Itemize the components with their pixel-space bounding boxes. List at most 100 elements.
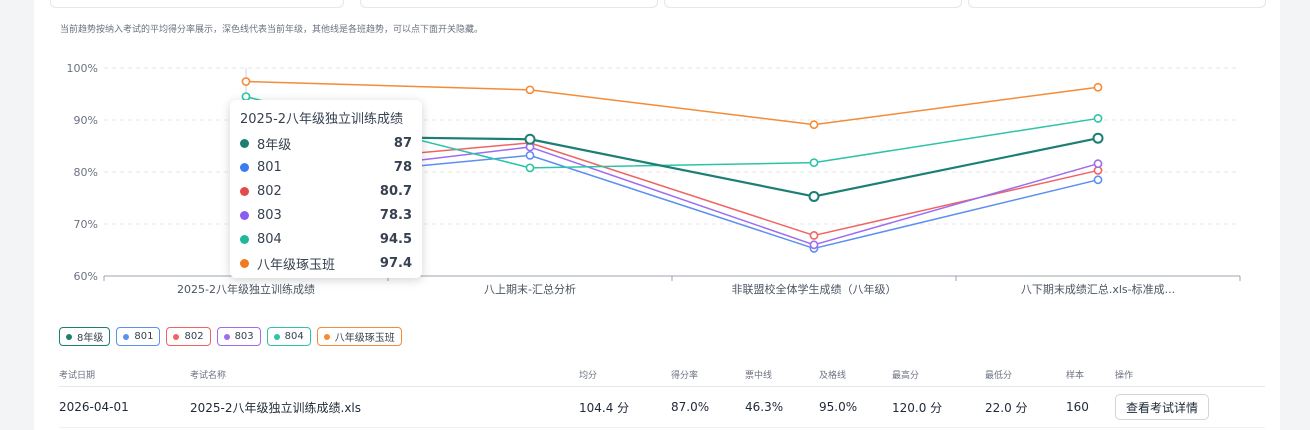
header-pass: 及格线	[819, 370, 847, 381]
legend-dot	[123, 333, 130, 340]
tooltip-series-value: 78	[393, 159, 412, 175]
data-point	[809, 120, 819, 130]
legend-toggle[interactable]: 八年级琢玉班	[316, 327, 402, 346]
stat-card	[968, 0, 1266, 8]
tooltip-series-value: 97.4	[379, 255, 412, 271]
series-line	[245, 80, 1099, 126]
data-point	[525, 150, 535, 160]
tooltip-series-name: 803	[257, 207, 282, 223]
series-color-dot	[240, 162, 249, 172]
y-tick-label: 80%	[74, 166, 98, 179]
series-color-dot	[240, 186, 249, 196]
data-point	[524, 133, 536, 145]
view-exam-detail-button[interactable]: 查看考试详情	[1115, 394, 1210, 420]
y-tick-label: 100%	[67, 62, 98, 75]
stat-card	[50, 0, 344, 8]
legend-label: 801	[134, 331, 154, 342]
data-point	[1093, 82, 1103, 92]
tooltip-series-value: 94.5	[379, 231, 412, 247]
legend-toggle[interactable]: 803	[216, 327, 261, 346]
header-excellent: 票中线	[745, 370, 773, 381]
exam-rate: 87.0%	[671, 400, 710, 414]
series-color-dot	[240, 138, 249, 148]
y-tick-label: 60%	[74, 270, 98, 283]
exam-avg: 104.4 分	[579, 400, 630, 415]
tooltip-series-name: 804	[257, 231, 282, 247]
exam-excellent: 46.3%	[745, 400, 784, 414]
data-point	[809, 231, 819, 240]
x-tick-label: 非联盟校全体学生成绩（八年级）	[732, 282, 897, 296]
tooltip-row: 8年级 87	[240, 131, 412, 155]
exam-sample: 160	[1066, 400, 1089, 414]
action-cell: 查看考试详情	[1115, 387, 1210, 427]
tooltip-series-name: 801	[257, 159, 282, 175]
tooltip-series-name: 8年级	[257, 137, 292, 153]
table-header: 考试日期 考试名称 均分 得分率 票中线 及格线 最高分 最低分 样本 操作	[59, 362, 1265, 387]
data-point	[809, 240, 819, 250]
header-date: 考试日期	[59, 370, 96, 381]
data-point	[525, 163, 535, 173]
header-rate: 得分率	[671, 370, 699, 381]
data-point	[809, 158, 819, 168]
legend-dot	[66, 333, 72, 340]
exam-max: 120.0 分	[892, 400, 943, 415]
y-tick-label: 70%	[74, 218, 98, 231]
tooltip-series-name: 802	[257, 183, 282, 199]
header-action: 操作	[1115, 370, 1134, 381]
tooltip-series-value: 78.3	[379, 207, 412, 223]
legend-toggle[interactable]: 801	[116, 327, 161, 346]
series-color-dot	[240, 234, 249, 244]
y-tick-label: 90%	[74, 114, 98, 127]
x-tick-label: 八下期末成绩汇总.xls-标准成...	[1021, 282, 1175, 296]
stat-card	[360, 0, 658, 8]
exam-date: 2026-04-01	[59, 400, 129, 414]
tooltip-series-value: 87	[393, 135, 412, 151]
legend-dot	[223, 333, 230, 340]
x-tick-label: 八上期末-汇总分析	[484, 282, 576, 296]
legend-toggle[interactable]: 8年级	[59, 327, 111, 346]
series-color-dot	[240, 210, 249, 220]
header-sample: 样本	[1066, 370, 1085, 381]
score-trend-panel: 当前趋势按纳入考试的平均得分率展示，深色线代表当前年级，其他线是各班趋势，可以点…	[34, 0, 1280, 430]
legend-dot	[323, 333, 330, 340]
legend-dot	[173, 333, 180, 340]
data-point	[241, 77, 251, 86]
series-toggle-legend: 8年级 801 802 803 804 八年级琢玉班	[59, 327, 402, 346]
tooltip-series-name: 八年级琢玉班	[257, 257, 336, 273]
tooltip-row: 八年级琢玉班 97.4	[240, 251, 412, 275]
data-point	[1092, 132, 1104, 144]
legend-toggle[interactable]: 802	[166, 327, 211, 346]
tooltip-row: 801 78	[240, 155, 412, 179]
legend-label: 803	[234, 331, 254, 342]
data-point	[525, 85, 535, 95]
tooltip-row: 802 80.7	[240, 179, 412, 203]
header-min: 最低分	[985, 370, 1013, 381]
trend-line-chart: 100%90%80%70%60%2025-2八年级独立训练成绩 八上期末-汇总分析…	[67, 62, 1241, 296]
legend-label: 8年级	[77, 333, 104, 344]
tooltip-row: 803 78.3	[240, 203, 412, 227]
exam-pass: 95.0%	[819, 400, 858, 414]
tooltip-series-value: 80.7	[379, 183, 412, 199]
legend-dot	[273, 333, 280, 340]
data-point	[1093, 159, 1103, 169]
tooltip-title: 2025-2八年级独立训练成绩	[240, 112, 404, 127]
data-point	[808, 190, 820, 202]
chart-tooltip: 2025-2八年级独立训练成绩 8年级 87 801 78 802 80.7 803 78.3…	[230, 100, 422, 278]
legend-label: 802	[184, 331, 204, 342]
exam-name: 2025-2八年级独立训练成绩.xls	[190, 400, 362, 415]
exam-min: 22.0 分	[985, 400, 1028, 415]
data-point	[1093, 114, 1103, 123]
legend-label: 804	[284, 331, 304, 342]
series-color-dot	[240, 258, 249, 268]
header-name: 考试名称	[190, 370, 227, 381]
header-avg: 均分	[579, 370, 598, 381]
tooltip-row: 804 94.5	[240, 227, 412, 251]
data-point	[1093, 175, 1103, 185]
legend-toggle[interactable]: 804	[266, 327, 311, 346]
trend-note: 当前趋势按纳入考试的平均得分率展示，深色线代表当前年级，其他线是各班趋势，可以点…	[60, 25, 484, 35]
x-tick-label: 2025-2八年级独立训练成绩	[177, 282, 315, 296]
legend-label: 八年级琢玉班	[334, 333, 395, 344]
stat-card	[664, 0, 962, 8]
header-max: 最高分	[892, 370, 920, 381]
table-row: 2026-04-01 2025-2八年级独立训练成绩.xls 104.4 分 8…	[59, 387, 1265, 428]
